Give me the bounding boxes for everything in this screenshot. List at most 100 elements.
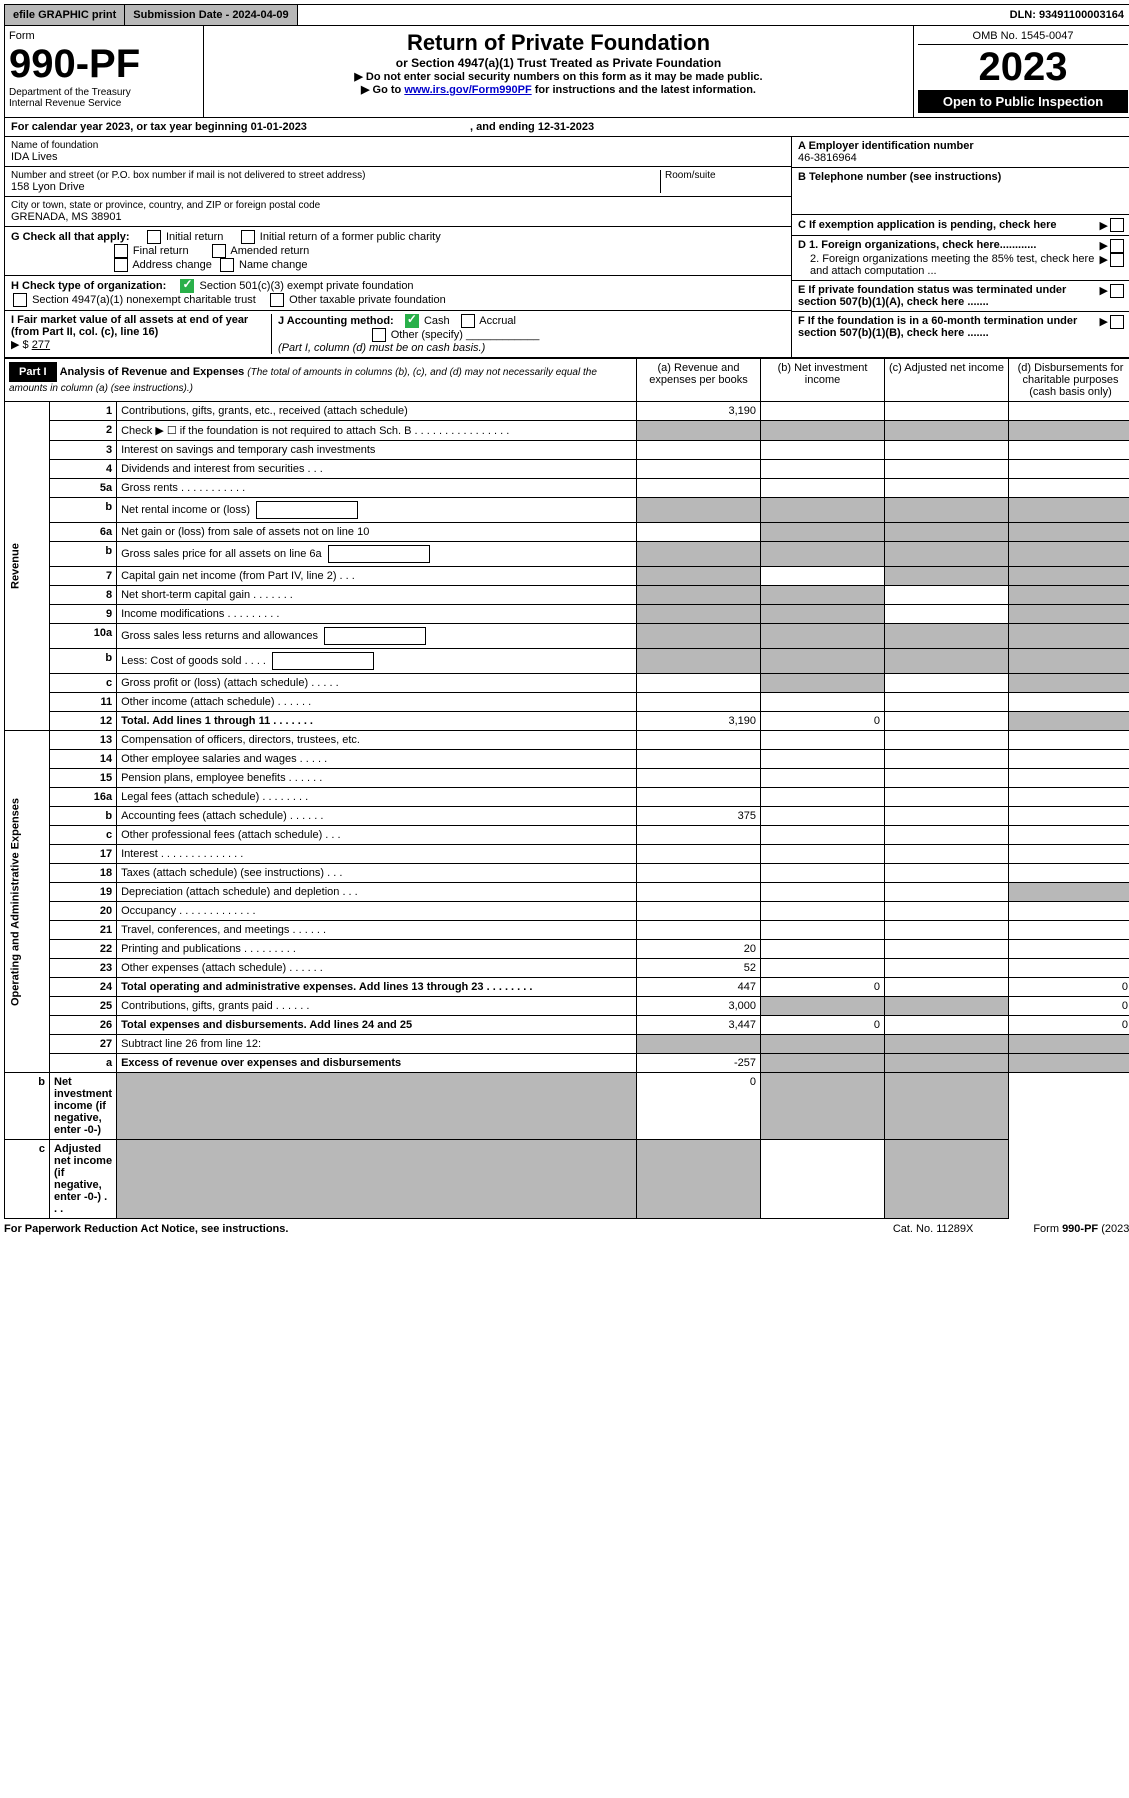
cell-d	[1009, 769, 1129, 788]
cell-a: 3,190	[637, 402, 761, 421]
cell-d	[1009, 649, 1129, 674]
line-number: c	[5, 1140, 50, 1219]
chk-amended[interactable]	[212, 244, 226, 258]
form-number: 990-PF	[9, 42, 199, 87]
cell-a: -257	[637, 1054, 761, 1073]
chk-e[interactable]	[1110, 284, 1124, 298]
table-row: 11Other income (attach schedule) . . . .…	[5, 693, 1129, 712]
chk-4947[interactable]	[13, 293, 27, 307]
city-label: City or town, state or province, country…	[11, 200, 785, 211]
cell-b	[761, 605, 885, 624]
table-row: bNet rental income or (loss)	[5, 498, 1129, 523]
submission-date: Submission Date - 2024-04-09	[125, 5, 297, 25]
line-number: 22	[50, 940, 117, 959]
line-text: Legal fees (attach schedule) . . . . . .…	[117, 788, 637, 807]
cell-b	[761, 826, 885, 845]
table-row: cGross profit or (loss) (attach schedule…	[5, 674, 1129, 693]
line-number: 25	[50, 997, 117, 1016]
cell-c	[885, 605, 1009, 624]
line-number: b	[5, 1073, 50, 1140]
expenses-label: Operating and Administrative Expenses	[5, 731, 50, 1073]
g-opt-3: Amended return	[230, 245, 309, 257]
table-row: 26Total expenses and disbursements. Add …	[5, 1016, 1129, 1035]
chk-cash[interactable]	[405, 314, 419, 328]
cell-c	[885, 997, 1009, 1016]
cell-d	[1009, 542, 1129, 567]
addr-label: Number and street (or P.O. box number if…	[11, 170, 660, 181]
chk-name[interactable]	[220, 258, 234, 272]
cell-b	[761, 750, 885, 769]
chk-other-taxable[interactable]	[270, 293, 284, 307]
line-text: Net short-term capital gain . . . . . . …	[117, 586, 637, 605]
cell-c	[885, 921, 1009, 940]
table-row: cAdjusted net income (if negative, enter…	[5, 1140, 1129, 1219]
cell-b	[761, 959, 885, 978]
line-text: Contributions, gifts, grants, etc., rece…	[117, 402, 637, 421]
line-number: b	[50, 542, 117, 567]
cell-c	[885, 523, 1009, 542]
cell-a	[637, 921, 761, 940]
footer-cat: Cat. No. 11289X	[893, 1223, 974, 1235]
line-text: Income modifications . . . . . . . . .	[117, 605, 637, 624]
table-row: 12Total. Add lines 1 through 11 . . . . …	[5, 712, 1129, 731]
cell-d	[1009, 921, 1129, 940]
chk-501c3[interactable]	[180, 279, 194, 293]
irs: Internal Revenue Service	[9, 98, 199, 109]
phone-label: B Telephone number (see instructions)	[798, 171, 1001, 183]
cell-a	[637, 567, 761, 586]
cell-d	[1009, 731, 1129, 750]
chk-initial[interactable]	[147, 230, 161, 244]
cell-d	[1009, 674, 1129, 693]
cell-b	[761, 864, 885, 883]
line-number: 7	[50, 567, 117, 586]
g-opt-4: Address change	[132, 259, 212, 271]
chk-f[interactable]	[1110, 315, 1124, 329]
cell-c	[885, 460, 1009, 479]
cell-b	[761, 693, 885, 712]
cell-c	[885, 864, 1009, 883]
cell-c	[885, 1016, 1009, 1035]
efile-print-btn[interactable]: efile GRAPHIC print	[5, 5, 125, 25]
cell-d: 0	[1009, 997, 1129, 1016]
cell-b	[761, 883, 885, 902]
cell-b	[761, 460, 885, 479]
cell-d	[1009, 479, 1129, 498]
cell-b: 0	[637, 1073, 761, 1140]
chk-accrual[interactable]	[461, 314, 475, 328]
cell-c	[885, 826, 1009, 845]
chk-initial-former[interactable]	[241, 230, 255, 244]
chk-c[interactable]	[1110, 218, 1124, 232]
cell-b	[761, 940, 885, 959]
line-text: Accounting fees (attach schedule) . . . …	[117, 807, 637, 826]
cell-d	[1009, 523, 1129, 542]
cell-a	[637, 845, 761, 864]
cell-a	[637, 460, 761, 479]
chk-d1[interactable]	[1110, 239, 1124, 253]
cell-d	[1009, 421, 1129, 441]
chk-final[interactable]	[114, 244, 128, 258]
line-number: c	[50, 826, 117, 845]
chk-address[interactable]	[114, 258, 128, 272]
cell-d	[1009, 1035, 1129, 1054]
cell-a	[117, 1073, 637, 1140]
cell-c	[885, 586, 1009, 605]
cell-a: 3,190	[637, 712, 761, 731]
chk-d2[interactable]	[1110, 253, 1124, 267]
cell-a	[637, 624, 761, 649]
line-text: Capital gain net income (from Part IV, l…	[117, 567, 637, 586]
cell-c	[885, 788, 1009, 807]
chk-other-method[interactable]	[372, 328, 386, 342]
cell-c	[885, 845, 1009, 864]
cell-c	[885, 769, 1009, 788]
table-row: 14Other employee salaries and wages . . …	[5, 750, 1129, 769]
irs-link[interactable]: www.irs.gov/Form990PF	[404, 84, 531, 96]
i-label: I Fair market value of all assets at end…	[11, 314, 248, 338]
cell-c	[885, 402, 1009, 421]
cell-d	[1009, 883, 1129, 902]
calendar-year-row: For calendar year 2023, or tax year begi…	[4, 118, 1129, 137]
room-label: Room/suite	[660, 170, 785, 193]
section-g: G Check all that apply: Initial return I…	[5, 227, 791, 276]
table-row: bNet investment income (if negative, ent…	[5, 1073, 1129, 1140]
g-opt-1: Initial return of a former public charit…	[260, 231, 441, 243]
cell-c	[885, 624, 1009, 649]
